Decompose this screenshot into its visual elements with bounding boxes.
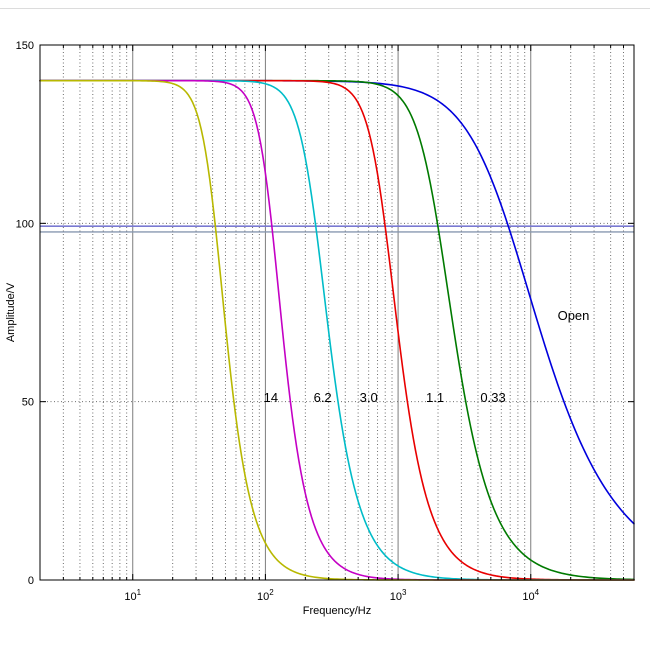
y-tick-label: 50 [22,397,34,409]
y-axis-title: Amplitude/V [5,282,17,342]
annotation-0.33: 0.33 [480,390,505,405]
x-tick-label: 102 [257,588,274,603]
curve-6.2 [39,79,635,581]
curve-Open [39,79,635,525]
curves [39,79,635,581]
y-tick-label: 0 [28,575,34,587]
x-tick-label: 103 [390,588,407,603]
annotation-6.2: 6.2 [314,390,332,405]
axes [39,44,635,581]
plot-border [39,44,635,581]
y-tick-label: 150 [16,40,34,52]
annotation-3.0: 3.0 [360,390,378,405]
x-tick-label: 101 [124,588,141,603]
y-tick-label: 100 [16,218,34,230]
reference-lines [40,225,634,233]
annotation-14: 14 [264,390,278,405]
curve-14 [39,79,635,581]
annotation-open: Open [558,308,590,323]
annotation-1.1: 1.1 [426,390,444,405]
grid [40,45,634,580]
curve-0.33 [39,79,635,581]
x-axis-title: Frequency/Hz [303,605,371,617]
curve-annotations: 14 6.2 3.0 1.1 0.33 Open [264,308,590,405]
curve-1.1 [39,79,635,581]
x-tick-label: 104 [522,588,539,603]
curve-3.0 [39,79,635,581]
